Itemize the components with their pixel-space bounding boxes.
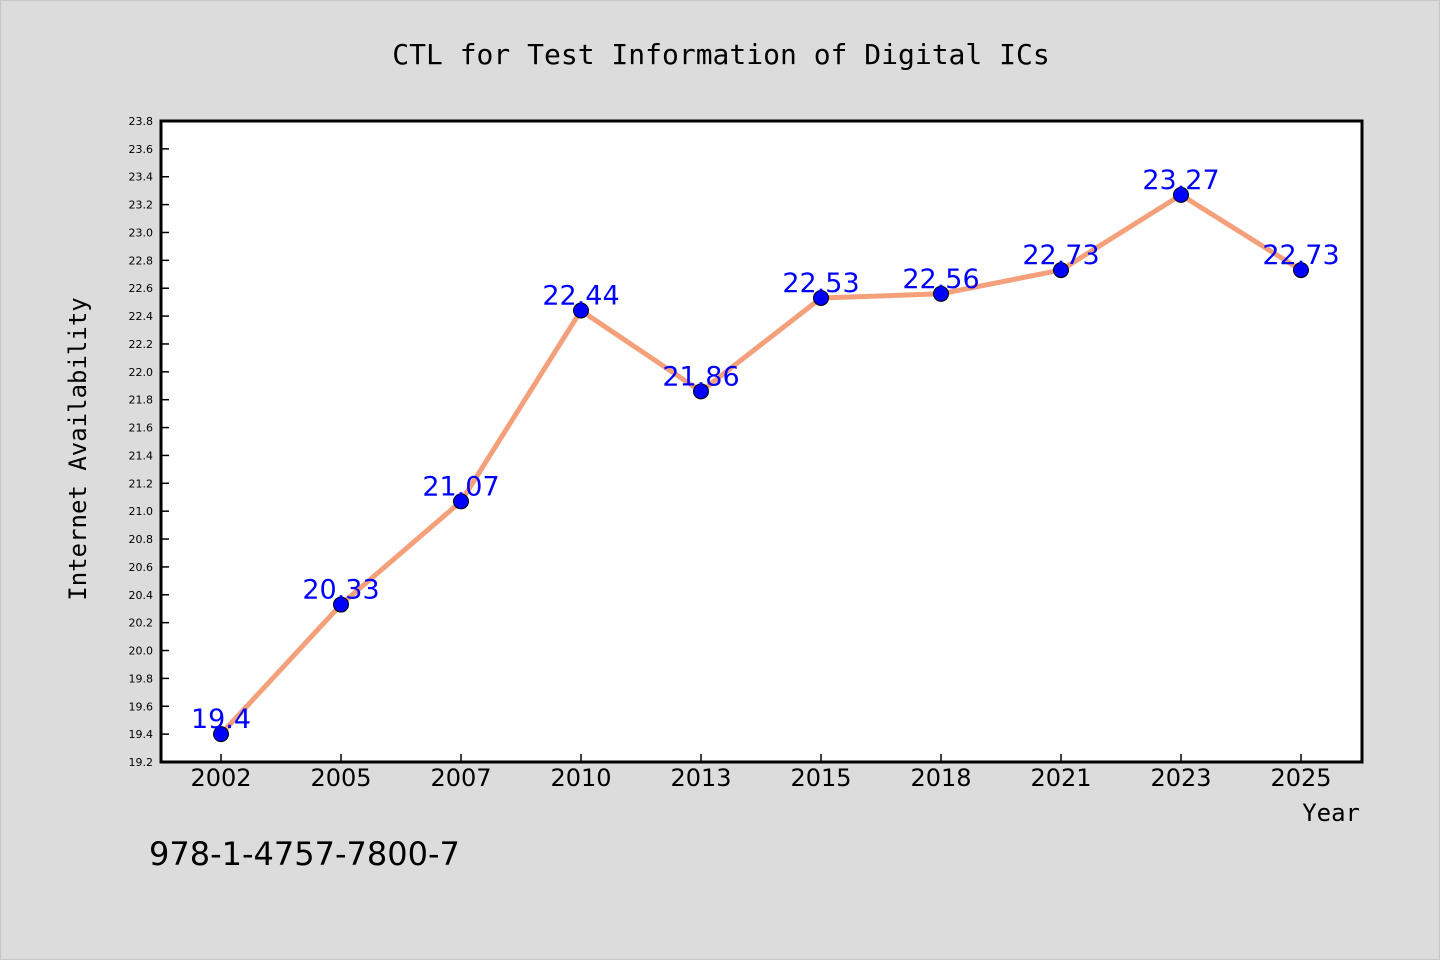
isbn-note: 978-1-4757-7800-7 [149,835,460,873]
y-axis-label: Internet Availability [64,297,92,600]
data-labels: 19.4 20.33 21.07 22.44 21.86 22.53 22.56 22.73 2… [191,165,1340,735]
y-tick-label: 21.0 [129,505,154,518]
x-tick-label: 2013 [670,764,731,792]
x-tick-label: 2005 [310,764,371,792]
y-tick-label: 20.8 [129,533,154,546]
y-tick-label: 22.8 [129,254,154,267]
y-tick-label: 20.6 [129,561,154,574]
x-tick-label: 2010 [550,764,611,792]
data-label: 19.4 [191,704,251,735]
data-label: 22.53 [782,268,859,299]
data-point [933,285,949,302]
x-tick-label: 2015 [790,764,851,792]
y-tick-label: 23.2 [129,199,154,212]
x-axis-label: Year [1302,799,1360,827]
x-tick-label: 2002 [190,764,251,792]
y-tick-label: 19.2 [129,756,154,769]
x-tick-label: 2021 [1030,764,1091,792]
data-label: 21.07 [422,471,499,502]
x-tick-label: 2007 [430,764,491,792]
data-point [573,302,589,319]
y-tick-label: 23.6 [129,143,154,156]
data-point [1053,262,1069,279]
data-label: 20.33 [302,575,379,606]
data-label: 23.27 [1142,165,1219,196]
y-tick-label: 19.8 [129,672,154,685]
data-markers [213,186,1309,743]
plot-area [159,119,1364,764]
x-tick-label: 2018 [910,764,971,792]
y-tick-label: 22.6 [129,282,154,295]
x-tick-label: 2025 [1270,764,1331,792]
data-label: 22.44 [542,281,619,312]
data-label: 22.73 [1262,240,1339,271]
y-tick-label: 23.0 [129,226,154,239]
y-tick-label: 22.4 [129,310,154,323]
y-tick-label: 21.2 [129,477,154,490]
y-tick-label: 23.4 [129,171,154,184]
y-tick-label: 19.6 [129,700,154,713]
y-tick-label: 19.4 [129,728,154,741]
y-tick-label: 20.2 [129,617,154,630]
y-tick-label: 21.6 [129,422,154,435]
series-line-group [219,192,1303,736]
data-point [213,726,229,743]
y-axis-ticks: 19.2 19.4 19.6 19.8 20.0 20.2 20.4 20.6 20.8 21.0… [129,115,169,769]
series-line [219,192,1303,736]
chart-title: CTL for Test Information of Digital ICs [392,38,1049,71]
data-point [1293,262,1309,279]
data-label: 22.73 [1022,240,1099,271]
data-label: 22.56 [902,264,979,295]
x-axis-ticks: 2002 2005 2007 2010 2013 2015 2018 2021 2023 2025 [190,754,1332,792]
data-label: 21.86 [662,361,739,392]
y-tick-label: 22.0 [129,366,154,379]
data-point [453,493,469,510]
y-tick-label: 21.4 [129,449,154,462]
data-point [693,383,709,400]
data-point [813,289,829,306]
y-tick-label: 20.4 [129,589,154,602]
y-tick-label: 21.8 [129,394,154,407]
y-tick-label: 23.8 [129,115,154,128]
data-point [333,596,349,613]
data-point [1173,186,1189,203]
y-tick-label: 22.2 [129,338,154,351]
y-tick-label: 20.0 [129,645,154,658]
x-tick-label: 2023 [1150,764,1211,792]
